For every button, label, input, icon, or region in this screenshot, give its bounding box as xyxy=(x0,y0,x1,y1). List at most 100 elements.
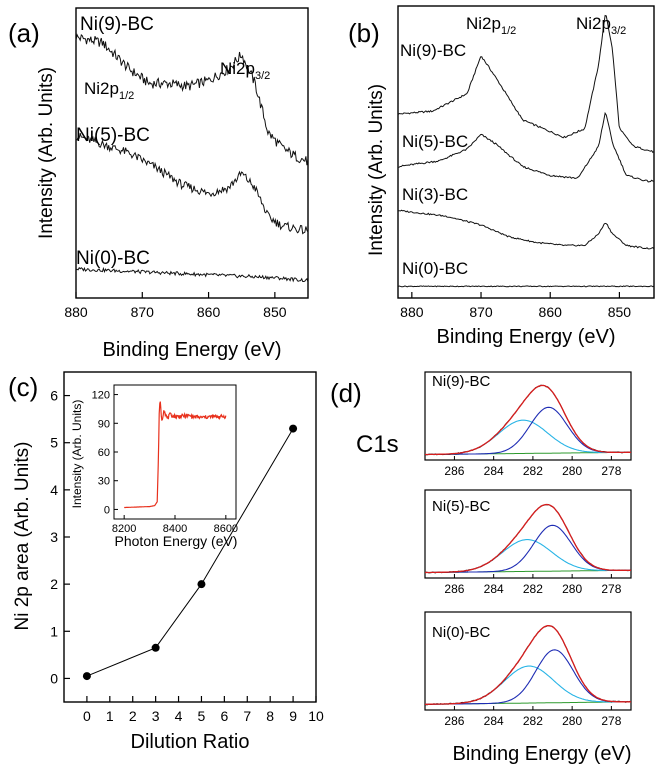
panel-d-subplot-1-peak1-line xyxy=(425,524,631,574)
panel-b-series-3-line xyxy=(397,285,655,288)
panel-b-label: (b) xyxy=(348,18,380,48)
panel-d-subplot-2-x-tick-label-0: 286 xyxy=(444,714,464,728)
panel-b-series-1-line xyxy=(397,111,655,183)
panel-b: (b) 880 870 860 850 Ni2p1/2 Ni2p3/2 Ni(9)-B… xyxy=(348,5,655,348)
panel-d-subplot-2-x-tick-label-2: 282 xyxy=(523,714,543,728)
inset-x-ticks: 8200 8400 8600 xyxy=(112,515,238,535)
panel-c-x-tick-label-0: 0 xyxy=(83,708,91,724)
panel-d-subplot-0-fit-line xyxy=(425,384,631,456)
panel-d-subplot-1-fit-line xyxy=(425,503,631,574)
panel-d-subplot-frame-1 xyxy=(424,489,632,579)
inset-y-tick-label-3: 90 xyxy=(98,418,110,430)
panel-d-x-axis-label: Binding Energy (eV) xyxy=(453,743,632,765)
panel-a-x-tick-label-1: 870 xyxy=(131,304,155,320)
panel-b-x-axis-label: Binding Energy (eV) xyxy=(437,326,616,348)
inset-y-tick-label-4: 120 xyxy=(92,390,110,402)
panel-c-y-tick-label-6: 6 xyxy=(50,388,58,404)
panel-a-peak-label-p12: Ni2p1/2 xyxy=(84,79,134,102)
panel-d-subplot-1-x-tick-label-2: 282 xyxy=(523,582,543,596)
panel-d-subplot-2-x-tick-label-4: 278 xyxy=(601,714,621,728)
panel-d-subplot-0-x-tick-label-4: 278 xyxy=(601,464,621,478)
panel-b-peak-label-p12: Ni2p1/2 xyxy=(466,14,516,37)
panel-a-curves xyxy=(75,33,309,283)
inset-y-tick-label-0: 0 xyxy=(104,504,110,516)
panel-d-subplot-0-label: Ni(9)-BC xyxy=(432,373,490,390)
inset-y-axis-label: Intensity (Arb. Units) xyxy=(70,400,84,509)
panel-c-x-tick-label-1: 1 xyxy=(106,708,114,724)
panel-a-series-label-ni5: Ni(5)-BC xyxy=(76,125,150,146)
panel-d-label: (d) xyxy=(330,378,362,408)
panel-d: (d) C1s 286 284 282 280 278 Ni(9)-BC 286 284 282… xyxy=(330,371,632,765)
panel-c-y-ticks: 0 1 2 3 4 5 6 xyxy=(50,388,70,686)
panel-b-x-tick-label-1: 870 xyxy=(469,304,493,320)
panel-d-subplot-1-peak2-line xyxy=(425,539,631,574)
panel-a-x-tick-label-2: 860 xyxy=(197,304,221,320)
panel-b-series-label-ni0: Ni(0)-BC xyxy=(402,259,468,278)
panel-a-series-1-line xyxy=(76,132,309,235)
panel-d-subplot-2-label: Ni(0)-BC xyxy=(432,624,490,641)
inset-plot xyxy=(124,401,227,509)
panel-c-x-axis-label: Dilution Ratio xyxy=(131,731,250,753)
panel-d-subplot-1-x-tick-label-0: 286 xyxy=(444,582,464,596)
panel-a-x-ticks: 880 870 860 850 xyxy=(64,292,287,320)
panel-c-x-tick-label-3: 3 xyxy=(152,708,160,724)
panel-c-connector-line xyxy=(86,428,294,677)
panel-b-curves xyxy=(397,14,655,288)
panel-d-subplots: 286 284 282 280 278 Ni(9)-BC 286 284 282 280 278 Ni… xyxy=(424,371,632,728)
panel-d-subplot-0-x-tick-label-3: 280 xyxy=(562,464,582,478)
panel-c-y-tick-label-5: 5 xyxy=(50,435,58,451)
panel-c-y-tick-label-4: 4 xyxy=(50,482,58,498)
panel-c-plot xyxy=(82,424,298,681)
panel-c-x-tick-label-5: 5 xyxy=(198,708,206,724)
panel-b-series-0-line xyxy=(397,14,655,154)
panel-b-peak-label-p32: Ni2p3/2 xyxy=(576,14,626,37)
panel-a-series-2-line xyxy=(75,266,309,283)
panel-c-point-1 xyxy=(151,643,160,652)
panel-c-y-tick-label-3: 3 xyxy=(50,529,58,545)
panel-d-subplot-frame-0 xyxy=(424,371,632,461)
panel-c-point-0 xyxy=(82,672,91,681)
panel-d-subplot-2: 286 284 282 280 278 Ni(0)-BC xyxy=(424,611,632,728)
panel-a-x-tick-label-0: 880 xyxy=(64,304,88,320)
panel-d-subplot-1-label: Ni(5)-BC xyxy=(432,498,490,515)
panel-d-subplot-1-x-tick-label-1: 284 xyxy=(484,582,504,596)
inset-y-ticks: 0 30 60 90 120 xyxy=(92,390,118,516)
inset-y-tick-label-1: 30 xyxy=(98,476,110,488)
inset-x-tick-label-0: 8200 xyxy=(112,523,136,535)
panel-c-x-ticks: 0 1 2 3 4 5 6 7 8 9 10 xyxy=(83,696,324,724)
panel-b-series-label-ni9: Ni(9)-BC xyxy=(400,41,466,60)
panel-a-frame xyxy=(75,7,309,299)
panel-b-x-tick-label-3: 850 xyxy=(608,304,632,320)
panel-d-subplot-2-peak1-line xyxy=(425,649,631,705)
panel-c-y-tick-label-0: 0 xyxy=(50,670,58,686)
panel-c-x-tick-label-9: 9 xyxy=(289,708,297,724)
panel-d-subplot-0: 286 284 282 280 278 Ni(9)-BC xyxy=(424,371,632,478)
panel-d-subplot-2-x-tick-label-3: 280 xyxy=(562,714,582,728)
inset-x-tick-label-1: 8400 xyxy=(163,523,187,535)
panel-c-y-axis-label: Ni 2p area (Arb. Units) xyxy=(12,441,33,630)
panel-b-x-tick-label-2: 860 xyxy=(539,304,563,320)
panel-a: (a) 880 870 860 850 Ni(9)-BC Ni(5)-BC Ni(0)… xyxy=(8,7,309,361)
panel-b-x-ticks: 880 870 860 850 xyxy=(400,292,631,320)
panel-c-point-2 xyxy=(197,580,206,589)
inset-y-tick-label-2: 60 xyxy=(98,447,110,459)
panel-d-subplot-1-x-tick-label-4: 278 xyxy=(601,582,621,596)
panel-d-subplot-0-x-tick-label-1: 284 xyxy=(484,464,504,478)
panel-b-y-axis-label: Intensity (Arb. Units) xyxy=(366,84,387,256)
panel-c-point-3 xyxy=(289,424,298,433)
panel-a-x-axis-label: Binding Energy (eV) xyxy=(103,339,282,361)
panel-c-y-tick-label-2: 2 xyxy=(50,576,58,592)
panel-a-label: (a) xyxy=(8,18,40,48)
panel-d-subplot-0-peak2-line xyxy=(425,419,631,456)
panel-d-subplot-1: 286 284 282 280 278 Ni(5)-BC xyxy=(424,489,632,596)
panel-c-x-tick-label-2: 2 xyxy=(129,708,137,724)
inset-x-tick-label-2: 8600 xyxy=(214,523,238,535)
panel-c-x-tick-label-10: 10 xyxy=(308,708,324,724)
panel-a-peak-label-p32: Ni2p3/2 xyxy=(220,59,270,82)
panel-c-x-tick-label-8: 8 xyxy=(266,708,274,724)
panel-a-series-label-ni9: Ni(9)-BC xyxy=(80,14,154,35)
panel-d-subplot-1-x-tick-label-3: 280 xyxy=(562,582,582,596)
panel-b-x-tick-label-0: 880 xyxy=(400,304,424,320)
